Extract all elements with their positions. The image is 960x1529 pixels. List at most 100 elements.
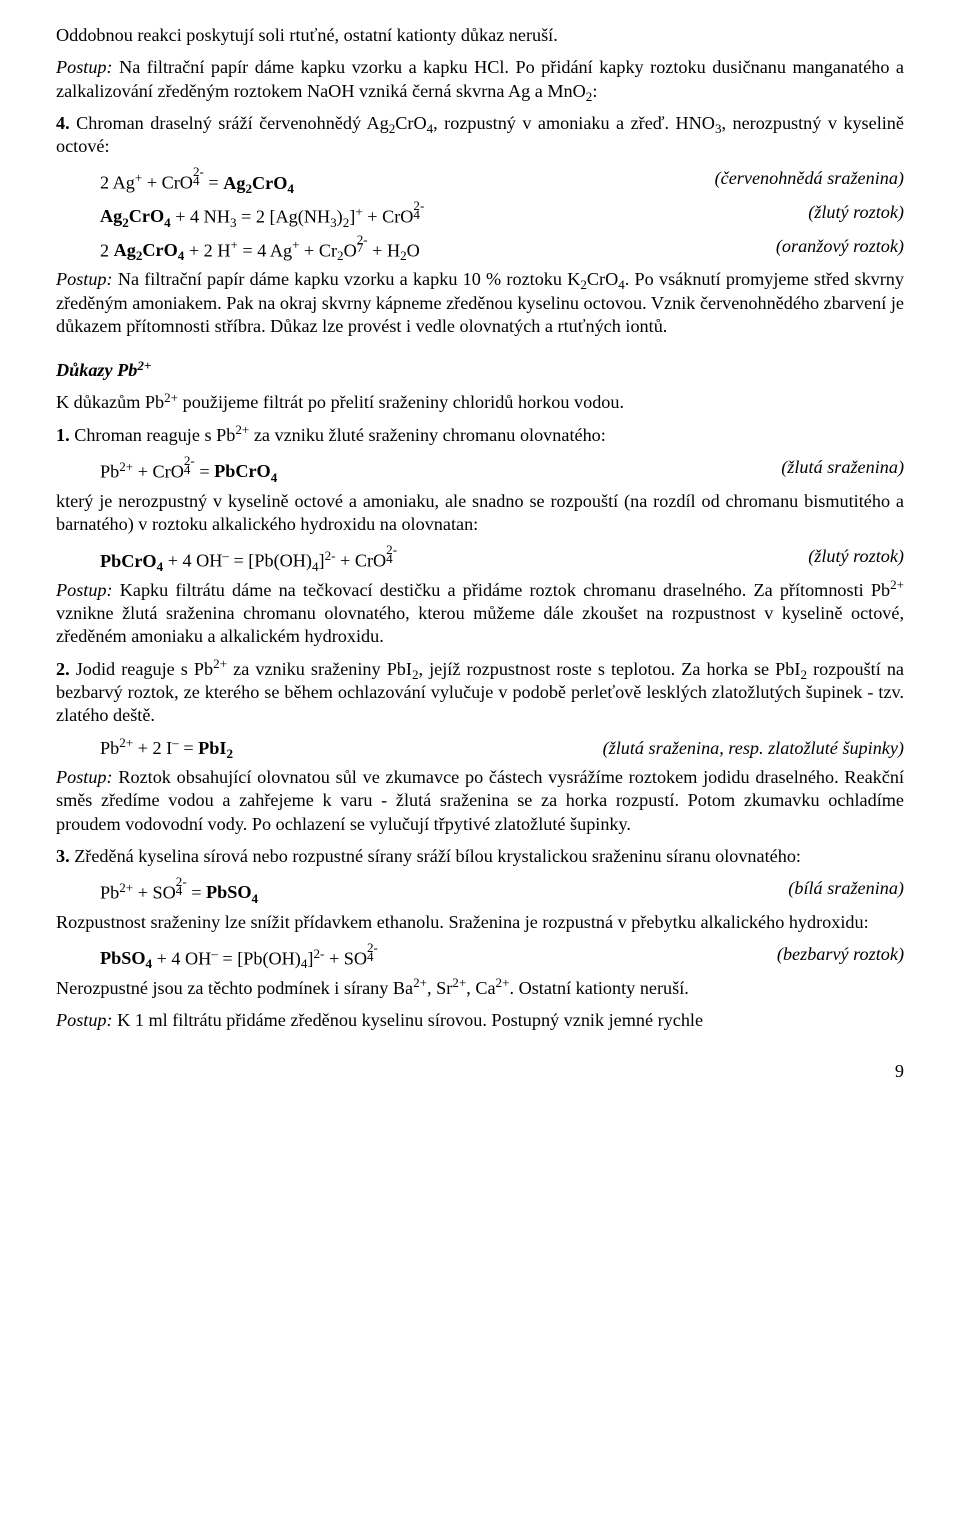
text: = 2 [Ag(NH	[237, 206, 331, 226]
document-page: Oddobnou reakci poskytují soli rtuťné, o…	[0, 0, 960, 1123]
sup: –	[172, 735, 179, 750]
equation-left: PbCrO4 + 4 OH– = [Pb(OH)4]2- + CrO2-4	[100, 545, 397, 573]
equation-row: Pb2+ + CrO2-4 = PbCrO4 (žlutá sraženina)	[56, 456, 904, 484]
stack: 2-4	[176, 877, 187, 898]
list-number: 3.	[56, 846, 70, 866]
text: + 4 NH	[171, 206, 230, 226]
bold: Ag2CrO4	[100, 206, 171, 226]
text: ]	[319, 551, 325, 571]
text: 2	[100, 240, 114, 260]
bold: Ag2CrO4	[223, 173, 294, 193]
equation-row: Pb2+ + SO2-4 = PbSO4 (bílá sraženina)	[56, 877, 904, 905]
paragraph: Postup: Kapku filtrátu dáme na tečkovací…	[56, 579, 904, 649]
equation-right: (žlutý roztok)	[792, 201, 904, 229]
sup: 2+	[119, 880, 133, 895]
text: + Cr	[299, 240, 337, 260]
sup: 2+	[235, 422, 249, 437]
sub: 3	[715, 121, 722, 136]
equation-row: 2 Ag+ + CrO2-4 = Ag2CrO4 (červenohnědá s…	[56, 167, 904, 195]
equation-left: 2 Ag+ + CrO2-4 = Ag2CrO4	[100, 167, 294, 195]
paragraph: Oddobnou reakci poskytují soli rtuťné, o…	[56, 24, 904, 47]
text: . Ostatní kationty neruší.	[509, 978, 688, 998]
sup: 2+	[119, 459, 133, 474]
text: =	[187, 882, 206, 902]
text: + 4 OH	[152, 948, 211, 968]
sub: 4	[618, 277, 625, 292]
text: = 4 Ag	[238, 240, 292, 260]
paragraph: 3. Zředěná kyselina sírová nebo rozpustn…	[56, 845, 904, 868]
postup-label: Postup:	[56, 57, 113, 77]
text: K důkazům Pb	[56, 392, 164, 412]
sub: 2	[586, 89, 593, 104]
sup: 2+	[413, 975, 427, 990]
text: použijeme filtrát po přelití sraženiny c…	[178, 392, 624, 412]
sup: +	[135, 170, 142, 185]
text: Chroman reaguje s Pb	[70, 425, 236, 445]
sup: 2-	[313, 946, 324, 961]
text: + H	[368, 240, 401, 260]
sup: 2+	[213, 656, 227, 671]
text: Roztok obsahující olovnatou sůl ve zkuma…	[56, 767, 904, 834]
paragraph: 1. Chroman reaguje s Pb2+ za vzniku žlut…	[56, 424, 904, 447]
bold: PbSO4	[206, 882, 258, 902]
sup: 2+	[452, 975, 466, 990]
paragraph: Postup: Na filtrační papír dáme kapku vz…	[56, 268, 904, 338]
text: + SO	[324, 948, 367, 968]
postup-label: Postup:	[56, 1010, 113, 1030]
text: + SO	[133, 882, 176, 902]
paragraph: který je nerozpustný v kyselině octové a…	[56, 490, 904, 537]
equation-row: 2 Ag2CrO4 + 2 H+ = 4 Ag+ + Cr2O2-7 + H2O…	[56, 235, 904, 263]
equation-left: Pb2+ + 2 I– = PbI2	[100, 737, 233, 760]
paragraph: Rozpustnost sraženiny lze snížit přídavk…	[56, 911, 904, 934]
equation-right: (žlutá sraženina, resp. zlatožluté šupin…	[587, 737, 904, 760]
paragraph: Postup: K 1 ml filtrátu přidáme zředěnou…	[56, 1009, 904, 1032]
page-number: 9	[56, 1060, 904, 1083]
sub: 2	[400, 248, 407, 263]
paragraph: Postup: Na filtrační papír dáme kapku vz…	[56, 56, 904, 103]
text: =	[195, 461, 214, 481]
bold: PbSO4	[100, 948, 152, 968]
stack: 2-7	[357, 235, 368, 256]
sup: –	[211, 946, 218, 961]
paragraph: 4. Chroman draselný sráží červenohnědý A…	[56, 112, 904, 159]
sup: 2-	[325, 548, 336, 563]
sub: 3	[230, 215, 237, 230]
text: Chroman draselný sráží červenohnědý Ag	[70, 113, 389, 133]
text: Kapku filtrátu dáme na tečkovací destičk…	[113, 580, 890, 600]
stack: 2-4	[413, 201, 424, 222]
paragraph: Postup: Roztok obsahující olovnatou sůl …	[56, 766, 904, 836]
text: , rozpustný v amoniaku a zřeď. HNO	[433, 113, 715, 133]
sub: 3	[330, 215, 337, 230]
text: Pb	[100, 882, 119, 902]
paragraph: 2. Jodid reaguje s Pb2+ za vzniku sražen…	[56, 658, 904, 728]
paragraph: Nerozpustné jsou za těchto podmínek i sí…	[56, 977, 904, 1000]
sub: 2	[412, 667, 419, 682]
sup: 2+	[164, 390, 178, 405]
bold: PbI2	[198, 738, 233, 758]
text: = [Pb(OH)	[218, 948, 301, 968]
sup: +	[230, 237, 237, 252]
equation-left: Ag2CrO4 + 4 NH3 = 2 [Ag(NH3)2]+ + CrO2-4	[100, 201, 424, 229]
stack: 2-4	[367, 943, 378, 964]
text: + CrO	[142, 173, 193, 193]
equation-left: Pb2+ + SO2-4 = PbSO4	[100, 877, 258, 905]
text: Jodid reaguje s Pb	[70, 659, 214, 679]
equation-left: PbSO4 + 4 OH– = [Pb(OH)4]2- + SO2-4	[100, 943, 378, 971]
sub: 4	[301, 956, 308, 971]
sup: 2+	[496, 975, 510, 990]
sup: +	[355, 204, 362, 219]
stack: 2-4	[184, 456, 195, 477]
text: , Sr	[427, 978, 452, 998]
text: =	[204, 173, 223, 193]
text: Na filtrační papír dáme kapku vzorku a k…	[113, 269, 581, 289]
sub: 2	[800, 667, 807, 682]
bold: PbCrO4	[214, 461, 277, 481]
sub: 2	[337, 248, 344, 263]
list-number: 2.	[56, 659, 70, 679]
text: 2 Ag	[100, 173, 135, 193]
text: za vzniku žluté sraženiny chromanu olovn…	[249, 425, 606, 445]
equation-right: (žlutá sraženina)	[765, 456, 904, 484]
paragraph: K důkazům Pb2+ použijeme filtrát po přel…	[56, 391, 904, 414]
text: vznikne žlutá sraženina chromanu olovnat…	[56, 603, 904, 646]
sup: –	[222, 548, 229, 563]
